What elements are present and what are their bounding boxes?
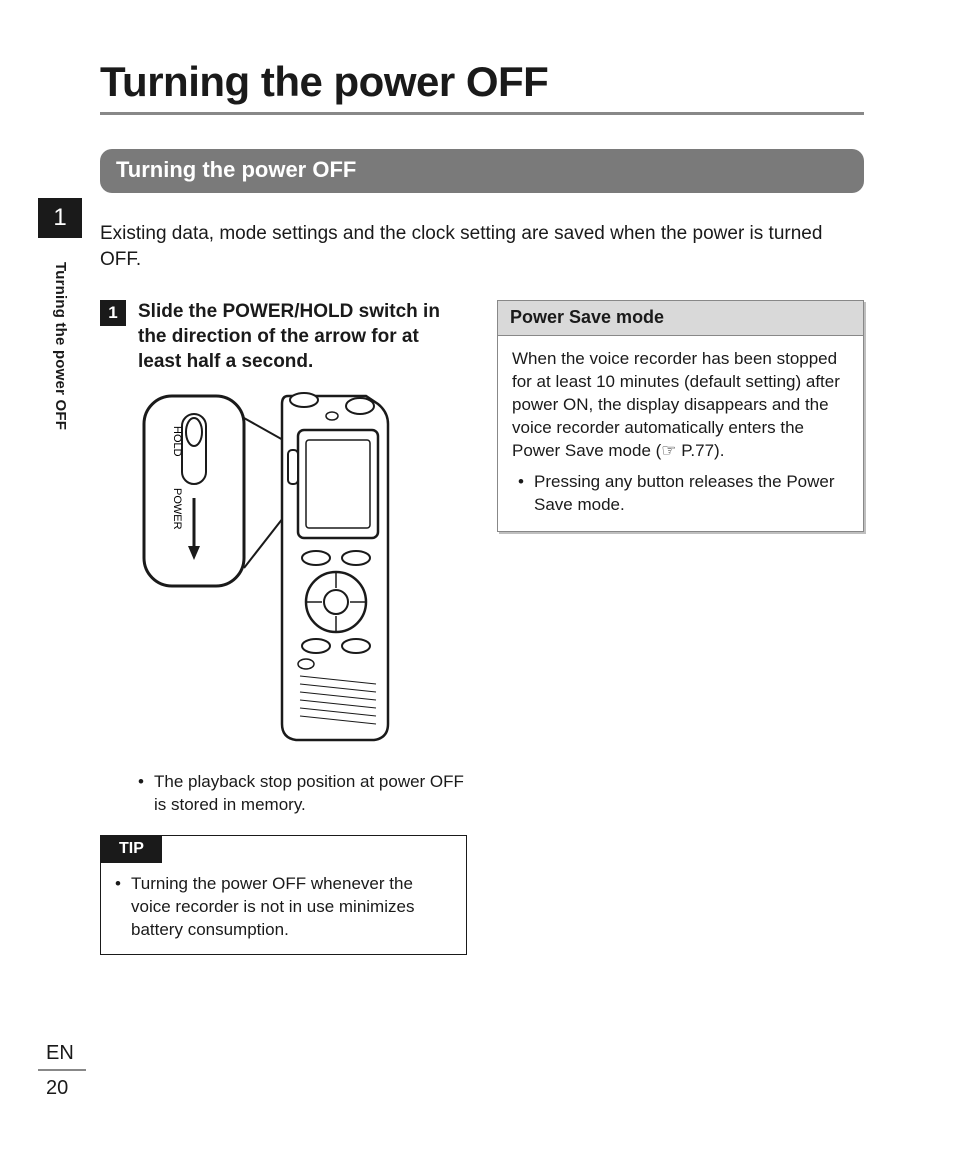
footer-lang: EN: [46, 1042, 86, 1065]
tip-box: TIP Turning the power OFF whenever the v…: [100, 835, 467, 955]
intro-text: Existing data, mode settings and the clo…: [100, 221, 864, 272]
right-column: Power Save mode When the voice recorder …: [497, 300, 864, 955]
page-footer: EN 20: [38, 1042, 86, 1100]
switch-label-power: POWER: [171, 488, 183, 530]
step-text: Slide the POWER/HOLD switch in the direc…: [138, 300, 467, 374]
power-save-box: Power Save mode When the voice recorder …: [497, 300, 864, 532]
info-bullet: Pressing any button releases the Power S…: [512, 471, 849, 517]
left-bullet-item: The playback stop position at power OFF …: [138, 771, 467, 817]
title-rule: [100, 112, 864, 115]
info-body-text: When the voice recorder has been stopped…: [512, 349, 840, 460]
recorder-svg: HOLD POWER: [138, 388, 438, 748]
left-column: 1 Slide the POWER/HOLD switch in the dir…: [100, 300, 467, 955]
step-pre: Slide the: [138, 301, 222, 322]
info-body: When the voice recorder has been stopped…: [498, 336, 863, 531]
tip-text: Turning the power OFF whenever the voice…: [115, 873, 452, 942]
footer-page-number: 20: [46, 1077, 86, 1100]
footer-rule: [38, 1069, 86, 1071]
step-1: 1 Slide the POWER/HOLD switch in the dir…: [100, 300, 467, 374]
step-keyword: POWER/HOLD: [222, 301, 353, 322]
tip-label: TIP: [101, 836, 162, 863]
side-tab: 1 Turning the power OFF: [38, 198, 82, 430]
device-illustration: HOLD POWER: [138, 388, 467, 753]
left-bullet-list: The playback stop position at power OFF …: [138, 771, 467, 817]
section-heading-bar: Turning the power OFF: [100, 149, 864, 193]
chapter-number-box: 1: [38, 198, 82, 238]
info-heading: Power Save mode: [498, 301, 863, 336]
switch-label-hold: HOLD: [171, 426, 183, 457]
recorder-body: [282, 393, 388, 740]
side-label: Turning the power OFF: [52, 262, 69, 430]
content-columns: 1 Slide the POWER/HOLD switch in the dir…: [100, 300, 864, 955]
step-number: 1: [100, 300, 126, 326]
manual-page: Turning the power OFF Turning the power …: [0, 0, 954, 1158]
page-title: Turning the power OFF: [100, 58, 864, 106]
